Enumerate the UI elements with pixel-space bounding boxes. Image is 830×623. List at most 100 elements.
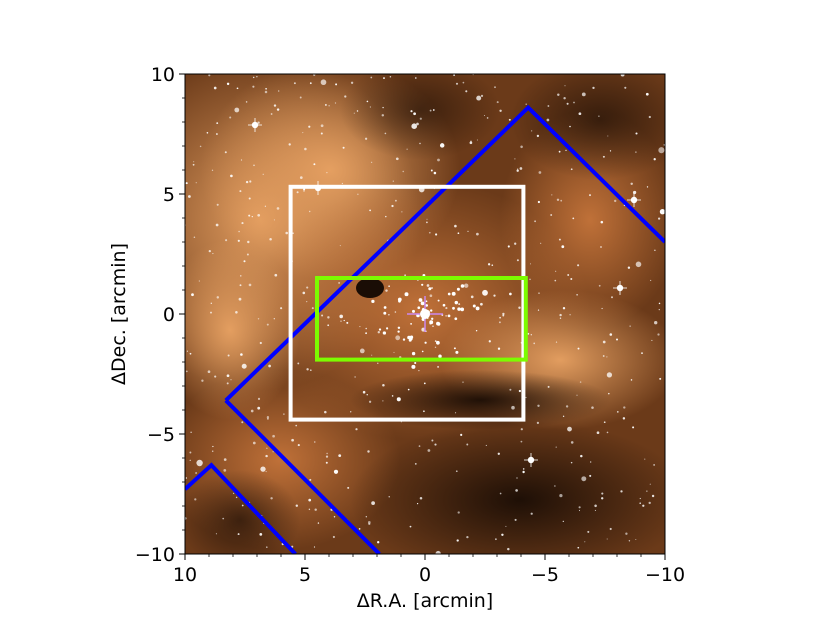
star: [393, 351, 395, 353]
star: [262, 173, 264, 175]
y-tick-label: 0: [163, 304, 175, 326]
star: [505, 525, 507, 527]
star: [629, 325, 631, 327]
center-star: [420, 309, 430, 319]
star: [308, 210, 311, 213]
star: [238, 297, 242, 301]
star: [531, 130, 533, 132]
star: [581, 92, 586, 97]
star: [236, 87, 239, 90]
star: [509, 292, 512, 296]
star: [529, 263, 532, 265]
star: [635, 538, 637, 541]
star: [198, 280, 200, 282]
footprint-polyline-1: [224, 398, 381, 554]
star: [241, 504, 244, 507]
star: [502, 312, 505, 316]
star: [578, 112, 582, 116]
star: [193, 161, 195, 163]
star: [428, 231, 431, 234]
star: [419, 142, 421, 145]
star: [364, 137, 368, 140]
star: [559, 313, 562, 317]
star: [606, 538, 608, 540]
star: [359, 326, 361, 328]
star: [476, 232, 479, 236]
star: [273, 219, 275, 221]
star: [533, 342, 536, 345]
star: [455, 82, 459, 85]
star: [439, 143, 445, 148]
star: [569, 125, 571, 128]
star: [514, 242, 517, 245]
star: [499, 492, 502, 495]
star: [207, 370, 211, 374]
star: [572, 217, 575, 220]
cluster-star: [428, 287, 432, 291]
star: [476, 95, 482, 101]
cluster-star: [437, 322, 441, 326]
star: [609, 333, 613, 336]
star: [642, 504, 645, 507]
star: [525, 396, 527, 399]
star: [192, 163, 195, 166]
star: [606, 431, 609, 434]
star: [598, 115, 600, 117]
x-axis: 10 5 0 −5 −10: [173, 554, 685, 586]
y-axis: −10 −5 0 5 10: [135, 64, 185, 566]
star: [620, 74, 625, 77]
star: [570, 461, 573, 464]
star: [584, 541, 586, 543]
star: [382, 384, 385, 387]
star: [589, 474, 592, 477]
star: [225, 239, 228, 242]
star: [248, 214, 251, 217]
star: [370, 76, 373, 79]
cluster-star: [425, 300, 428, 303]
star: [651, 494, 655, 498]
star: [437, 158, 440, 162]
star: [423, 382, 426, 385]
star: [395, 157, 399, 161]
star: [603, 421, 606, 424]
star: [240, 159, 243, 161]
bright-star-glint: [613, 281, 627, 295]
star: [365, 327, 367, 330]
star: [308, 125, 311, 128]
star: [369, 209, 371, 212]
star: [457, 511, 460, 514]
star: [507, 547, 510, 551]
star: [429, 294, 433, 298]
star: [590, 461, 592, 463]
star: [216, 296, 220, 299]
star: [550, 214, 553, 216]
star: [501, 533, 504, 537]
star: [522, 470, 525, 474]
star: [188, 195, 191, 198]
star: [354, 376, 356, 378]
star: [235, 496, 238, 499]
star: [265, 471, 267, 473]
star: [201, 379, 204, 382]
star: [208, 249, 211, 253]
star: [215, 133, 218, 135]
star: [538, 171, 542, 174]
y-tick-label: −5: [147, 424, 175, 446]
star: [598, 284, 601, 287]
cluster-star: [431, 317, 434, 320]
star: [464, 283, 469, 288]
cluster-star: [453, 347, 456, 350]
plot-area: [185, 74, 665, 554]
star: [306, 300, 308, 303]
star: [623, 406, 626, 409]
star: [250, 409, 254, 413]
star: [389, 76, 392, 78]
star: [620, 490, 623, 493]
star: [232, 492, 235, 495]
star: [304, 147, 307, 151]
star: [297, 444, 300, 447]
star: [189, 459, 191, 461]
star: [257, 213, 261, 217]
star: [257, 397, 261, 400]
